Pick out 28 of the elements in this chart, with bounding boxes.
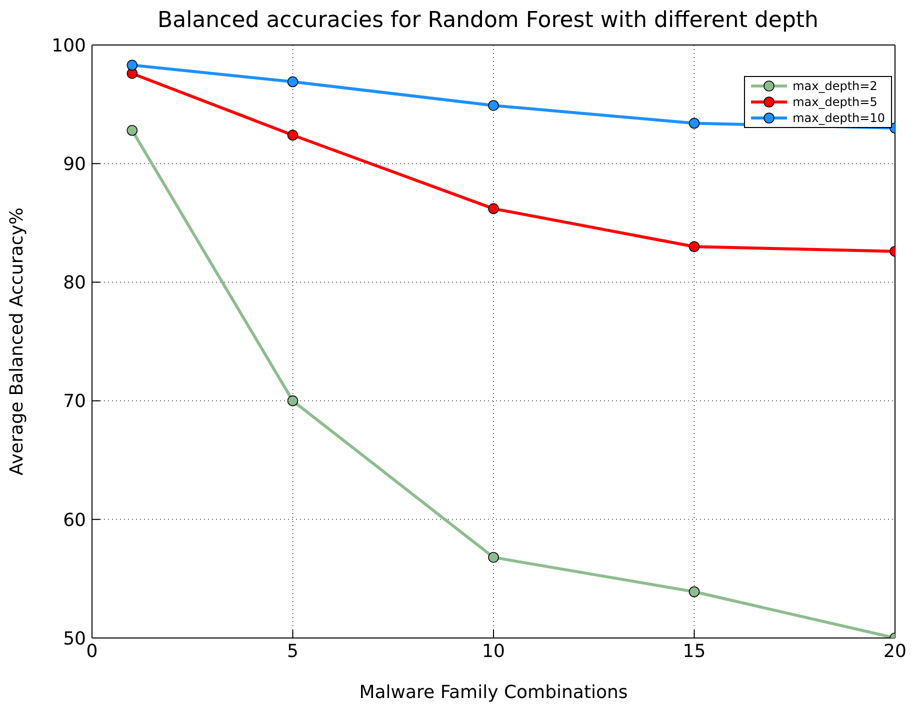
point bbox=[488, 203, 499, 214]
point bbox=[126, 60, 138, 71]
point bbox=[287, 130, 298, 141]
y-tick-label: 80 bbox=[63, 272, 86, 294]
y-tick-label: 60 bbox=[63, 510, 86, 531]
point bbox=[688, 118, 700, 129]
x-tick-label: 0 bbox=[86, 640, 98, 662]
point bbox=[688, 241, 700, 252]
y-tick-label: 50 bbox=[63, 628, 86, 650]
y-tick-label: 90 bbox=[63, 154, 86, 175]
point bbox=[287, 76, 298, 88]
legend-label: max_depth=2 bbox=[792, 79, 878, 93]
x-tick-label: 15 bbox=[682, 640, 706, 662]
point bbox=[287, 395, 298, 406]
x-tick-label: 20 bbox=[884, 640, 906, 662]
x-tick-label: 5 bbox=[287, 640, 298, 662]
point bbox=[688, 586, 700, 598]
chart-title: Balanced accuracies for Random Forest with different depth bbox=[158, 8, 818, 33]
point bbox=[488, 552, 499, 563]
legend-label: max_depth=10 bbox=[792, 111, 885, 125]
x-tick-label: 10 bbox=[482, 640, 505, 662]
x-axis-title: Malware Family Combinations bbox=[359, 682, 628, 703]
y-tick-label: 100 bbox=[52, 35, 86, 56]
y-axis-title: Average Balanced Accuracy% bbox=[6, 208, 28, 476]
point bbox=[126, 124, 138, 136]
legend-label: max_depth=5 bbox=[792, 95, 878, 109]
y-tick-label: 70 bbox=[63, 391, 86, 412]
point bbox=[488, 100, 499, 111]
